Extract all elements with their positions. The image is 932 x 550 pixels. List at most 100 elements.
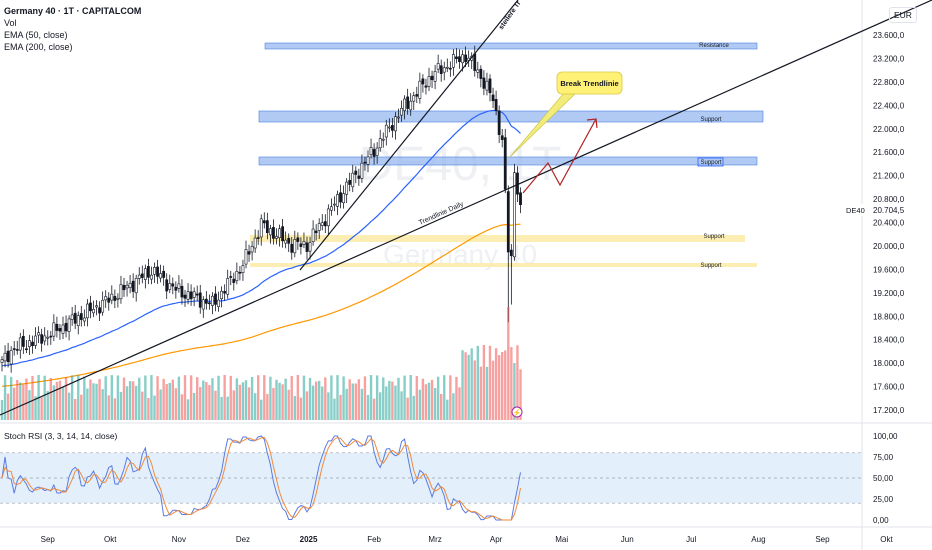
volume-bar: [16, 380, 19, 420]
candle: [360, 162, 364, 179]
volume-bar: [369, 375, 373, 420]
time-tick: Mrz: [428, 535, 441, 544]
volume-bar: [449, 375, 452, 420]
candle: [67, 318, 71, 332]
volume-bar: [19, 382, 22, 420]
candle: [235, 271, 239, 281]
candle: [229, 276, 233, 278]
volume-bar: [443, 375, 446, 420]
volume-bar: [211, 378, 214, 420]
volume-bar: [223, 375, 226, 420]
volume-bar: [110, 375, 113, 420]
candle: [329, 206, 333, 211]
candle: [336, 194, 339, 207]
volume-bar: [269, 376, 272, 420]
volume-bar: [296, 375, 300, 420]
indicator-ema200[interactable]: EMA (200, close): [4, 42, 73, 52]
candle: [421, 78, 425, 85]
volume-bar: [257, 375, 260, 420]
volume-bar: [235, 378, 239, 420]
candle: [503, 137, 507, 190]
volume-bar: [186, 399, 190, 420]
candle: [220, 290, 224, 300]
volume-bar: [284, 378, 287, 420]
indicator-ema50[interactable]: EMA (50, close): [4, 30, 68, 40]
candle: [92, 309, 95, 314]
candle: [143, 268, 147, 280]
volume-bar: [467, 354, 470, 420]
callout-box: [556, 71, 623, 95]
symbol-title: Germany 40 · 1T · CAPITALCOM: [4, 6, 142, 16]
zone-label: Support: [703, 234, 724, 240]
candle: [223, 291, 227, 294]
volume-bar: [455, 376, 458, 420]
candle: [464, 54, 468, 62]
volume-bar: [3, 375, 7, 420]
candle: [201, 299, 205, 310]
volume-bar: [64, 377, 68, 420]
volume-bar: [58, 380, 62, 420]
stoch-rsi-label[interactable]: Stoch RSI (3, 3, 14, 14, close): [4, 431, 118, 441]
volume-bar: [250, 376, 254, 420]
trendline-daily: [0, 0, 932, 416]
price-tick: 20.400,0: [873, 219, 905, 228]
volume-bar: [318, 380, 321, 420]
volume-bar: [266, 393, 269, 420]
volume-bar: [494, 348, 498, 420]
volume-bar: [336, 375, 339, 420]
candle: [168, 283, 172, 290]
candle: [159, 273, 163, 279]
time-tick: Okt: [880, 535, 893, 544]
candle: [497, 110, 501, 135]
candle: [482, 77, 486, 89]
zone-3: [250, 235, 745, 242]
candle: [314, 230, 318, 234]
time-tick: Feb: [367, 535, 381, 544]
volume-bar: [400, 391, 403, 420]
volume-bar: [501, 352, 504, 420]
candle: [317, 223, 321, 231]
ema200-line: [1, 223, 521, 387]
volume-bar: [229, 375, 232, 420]
candle: [98, 307, 102, 314]
volume-bar: [205, 382, 208, 420]
zone-2: [258, 156, 758, 166]
candle: [409, 100, 413, 111]
volume-bar: [177, 376, 181, 420]
candle: [415, 94, 419, 97]
candle: [140, 273, 144, 278]
currency-button[interactable]: EUR: [889, 7, 917, 23]
volume-bar: [397, 377, 400, 420]
candle: [73, 312, 77, 324]
volume-bar: [80, 394, 83, 420]
volume-bar: [375, 375, 379, 420]
candle: [253, 237, 257, 249]
candle: [113, 296, 117, 301]
candle: [281, 226, 285, 242]
candle: [247, 251, 251, 255]
volume-bar: [171, 379, 174, 420]
volume-bar: [479, 366, 483, 420]
candle: [180, 285, 184, 298]
candle: [305, 242, 309, 252]
volume-bar: [382, 377, 385, 420]
volume-bar: [253, 393, 257, 420]
candle: [125, 284, 129, 289]
volume-bar: [440, 393, 443, 420]
volume-bar: [470, 348, 473, 420]
candle: [506, 191, 510, 253]
candle: [296, 237, 300, 242]
candle: [128, 283, 132, 288]
volume-bar: [391, 381, 394, 420]
candle: [390, 125, 394, 131]
candle: [326, 208, 330, 227]
volume-bar: [485, 366, 489, 420]
indicator-vol[interactable]: Vol: [4, 18, 17, 28]
zone-label: Support: [700, 160, 721, 166]
candle: [458, 56, 461, 62]
price-tick: 17.600,0: [873, 383, 905, 392]
volume-bar: [61, 386, 65, 420]
candle: [372, 149, 376, 157]
volume-bar: [388, 380, 391, 420]
